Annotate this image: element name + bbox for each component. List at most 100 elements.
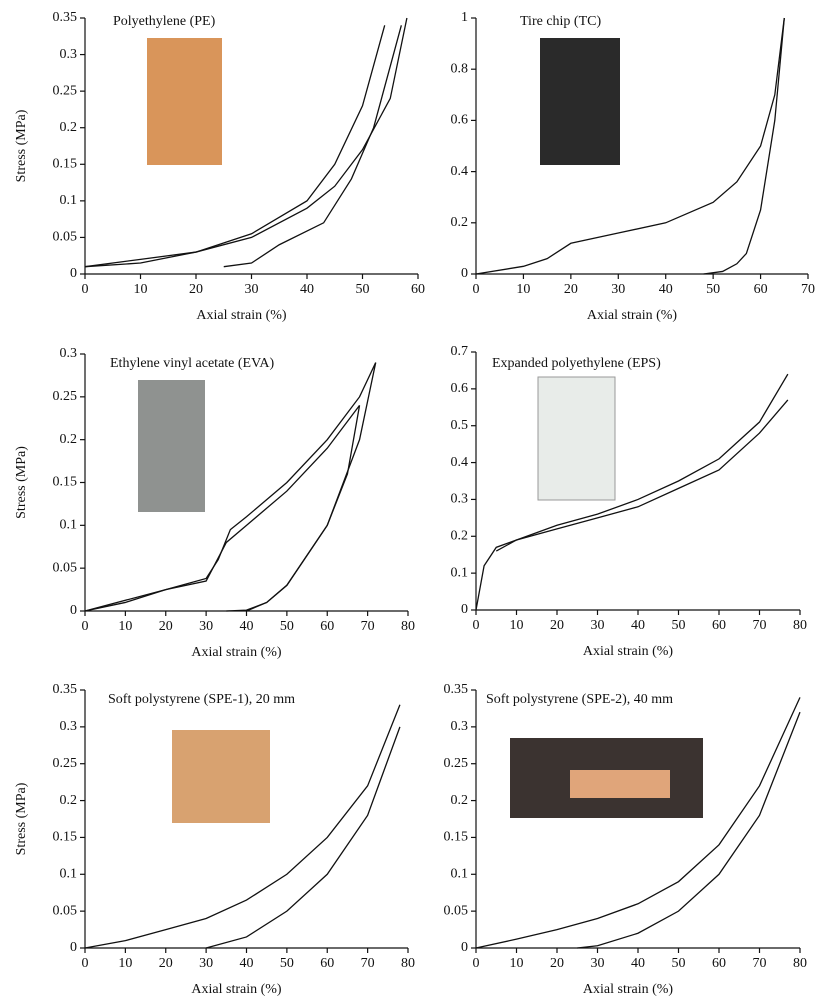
y-tick-label: 0.2 (60, 793, 78, 808)
line (475, 373, 789, 611)
chart-title: Soft polystyrene (SPE-1), 20 mm (108, 692, 295, 707)
x-axis-label: Axial strain (%) (583, 982, 674, 997)
y-tick-label: 0.1 (451, 867, 469, 882)
y-tick-label: 0.1 (451, 565, 469, 580)
chart-title: Ethylene vinyl acetate (EVA) (110, 356, 275, 371)
photo (540, 38, 620, 165)
y-tick-label: 0.05 (53, 560, 78, 575)
line (703, 17, 785, 275)
photo (537, 376, 616, 501)
line (495, 399, 789, 552)
chart-title: Soft polystyrene (SPE-2), 40 mm (486, 692, 673, 707)
x-tick-label: 10 (510, 618, 524, 633)
x-tick-label: 60 (411, 282, 425, 297)
chart-title: Tire chip (TC) (520, 14, 601, 29)
y-tick-label: 0.6 (451, 381, 469, 396)
x-tick-label: 10 (118, 619, 132, 634)
x-tick-label: 40 (240, 619, 254, 634)
y-tick-label: 0.2 (451, 793, 469, 808)
x-axis-label: Axial strain (%) (583, 644, 674, 659)
x-tick-label: 70 (753, 956, 767, 971)
y-tick-label: 0.25 (444, 756, 469, 771)
line (475, 697, 801, 949)
chart-title: Expanded polyethylene (EPS) (492, 356, 661, 371)
y-tick-label: 0.1 (60, 518, 78, 533)
x-tick-label: 20 (550, 956, 564, 971)
x-tick-label: 50 (672, 956, 686, 971)
x-tick-label: 0 (473, 956, 480, 971)
x-tick-label: 0 (473, 618, 480, 633)
x-tick-label: 10 (516, 282, 530, 297)
y-tick-label: 0.4 (451, 164, 469, 179)
y-tick-label: 0.1 (60, 193, 78, 208)
y-tick-label: 0.2 (60, 120, 78, 135)
x-tick-label: 60 (712, 956, 726, 971)
line (84, 362, 377, 612)
x-tick-label: 60 (754, 282, 768, 297)
x-axis-label: Axial strain (%) (587, 308, 678, 323)
x-tick-label: 80 (401, 956, 415, 971)
x-tick-label: 50 (356, 282, 370, 297)
photo (147, 38, 222, 165)
line (84, 405, 361, 612)
x-tick-label: 40 (300, 282, 314, 297)
x-tick-label: 60 (712, 618, 726, 633)
x-tick-label: 0 (473, 282, 480, 297)
y-tick-label: 0 (461, 602, 468, 617)
x-tick-label: 80 (793, 618, 807, 633)
y-tick-label: 0.05 (53, 230, 78, 245)
x-tick-label: 20 (550, 618, 564, 633)
y-tick-label: 0.2 (451, 215, 469, 230)
line (577, 711, 801, 949)
x-tick-label: 10 (510, 956, 524, 971)
y-axis-label: Stress (MPa) (14, 109, 29, 182)
x-tick-label: 70 (801, 282, 815, 297)
y-tick-label: 0.3 (60, 47, 78, 62)
y-tick-label: 0.35 (53, 682, 78, 697)
x-tick-label: 40 (631, 956, 645, 971)
x-tick-label: 60 (320, 956, 334, 971)
x-tick-label: 20 (564, 282, 578, 297)
photo (138, 380, 205, 512)
x-tick-label: 0 (82, 956, 89, 971)
x-tick-label: 10 (134, 282, 148, 297)
x-tick-label: 70 (361, 956, 375, 971)
x-tick-label: 30 (591, 956, 605, 971)
x-tick-label: 30 (199, 619, 213, 634)
line (205, 726, 401, 949)
line (84, 25, 386, 268)
x-tick-label: 80 (793, 956, 807, 971)
y-tick-label: 0.3 (60, 719, 78, 734)
y-tick-label: 0 (70, 266, 77, 281)
y-tick-label: 0 (70, 603, 77, 618)
line (223, 25, 402, 268)
y-tick-label: 0.15 (53, 475, 78, 490)
line (475, 17, 785, 275)
line (84, 17, 408, 268)
x-tick-label: 70 (361, 619, 375, 634)
chart-title: Polyethylene (PE) (113, 14, 216, 29)
x-tick-label: 0 (82, 282, 89, 297)
y-tick-label: 1 (461, 10, 468, 25)
y-tick-label: 0 (461, 266, 468, 281)
x-tick-label: 40 (659, 282, 673, 297)
x-tick-label: 30 (611, 282, 625, 297)
y-tick-label: 0.6 (451, 113, 469, 128)
line (84, 704, 401, 949)
y-tick-label: 0.35 (53, 10, 78, 25)
y-tick-label: 0.4 (451, 455, 469, 470)
y-tick-label: 0.7 (451, 344, 469, 359)
y-tick-label: 0 (461, 940, 468, 955)
y-tick-label: 0.25 (53, 756, 78, 771)
y-axis-label: Stress (MPa) (14, 446, 29, 519)
x-tick-label: 30 (199, 956, 213, 971)
x-tick-label: 10 (118, 956, 132, 971)
x-tick-label: 60 (320, 619, 334, 634)
x-tick-label: 20 (159, 619, 173, 634)
y-tick-label: 0.05 (444, 903, 469, 918)
y-tick-label: 0.35 (444, 682, 469, 697)
x-tick-label: 50 (280, 619, 294, 634)
y-tick-label: 0.3 (60, 346, 78, 361)
x-axis-label: Axial strain (%) (191, 982, 282, 997)
